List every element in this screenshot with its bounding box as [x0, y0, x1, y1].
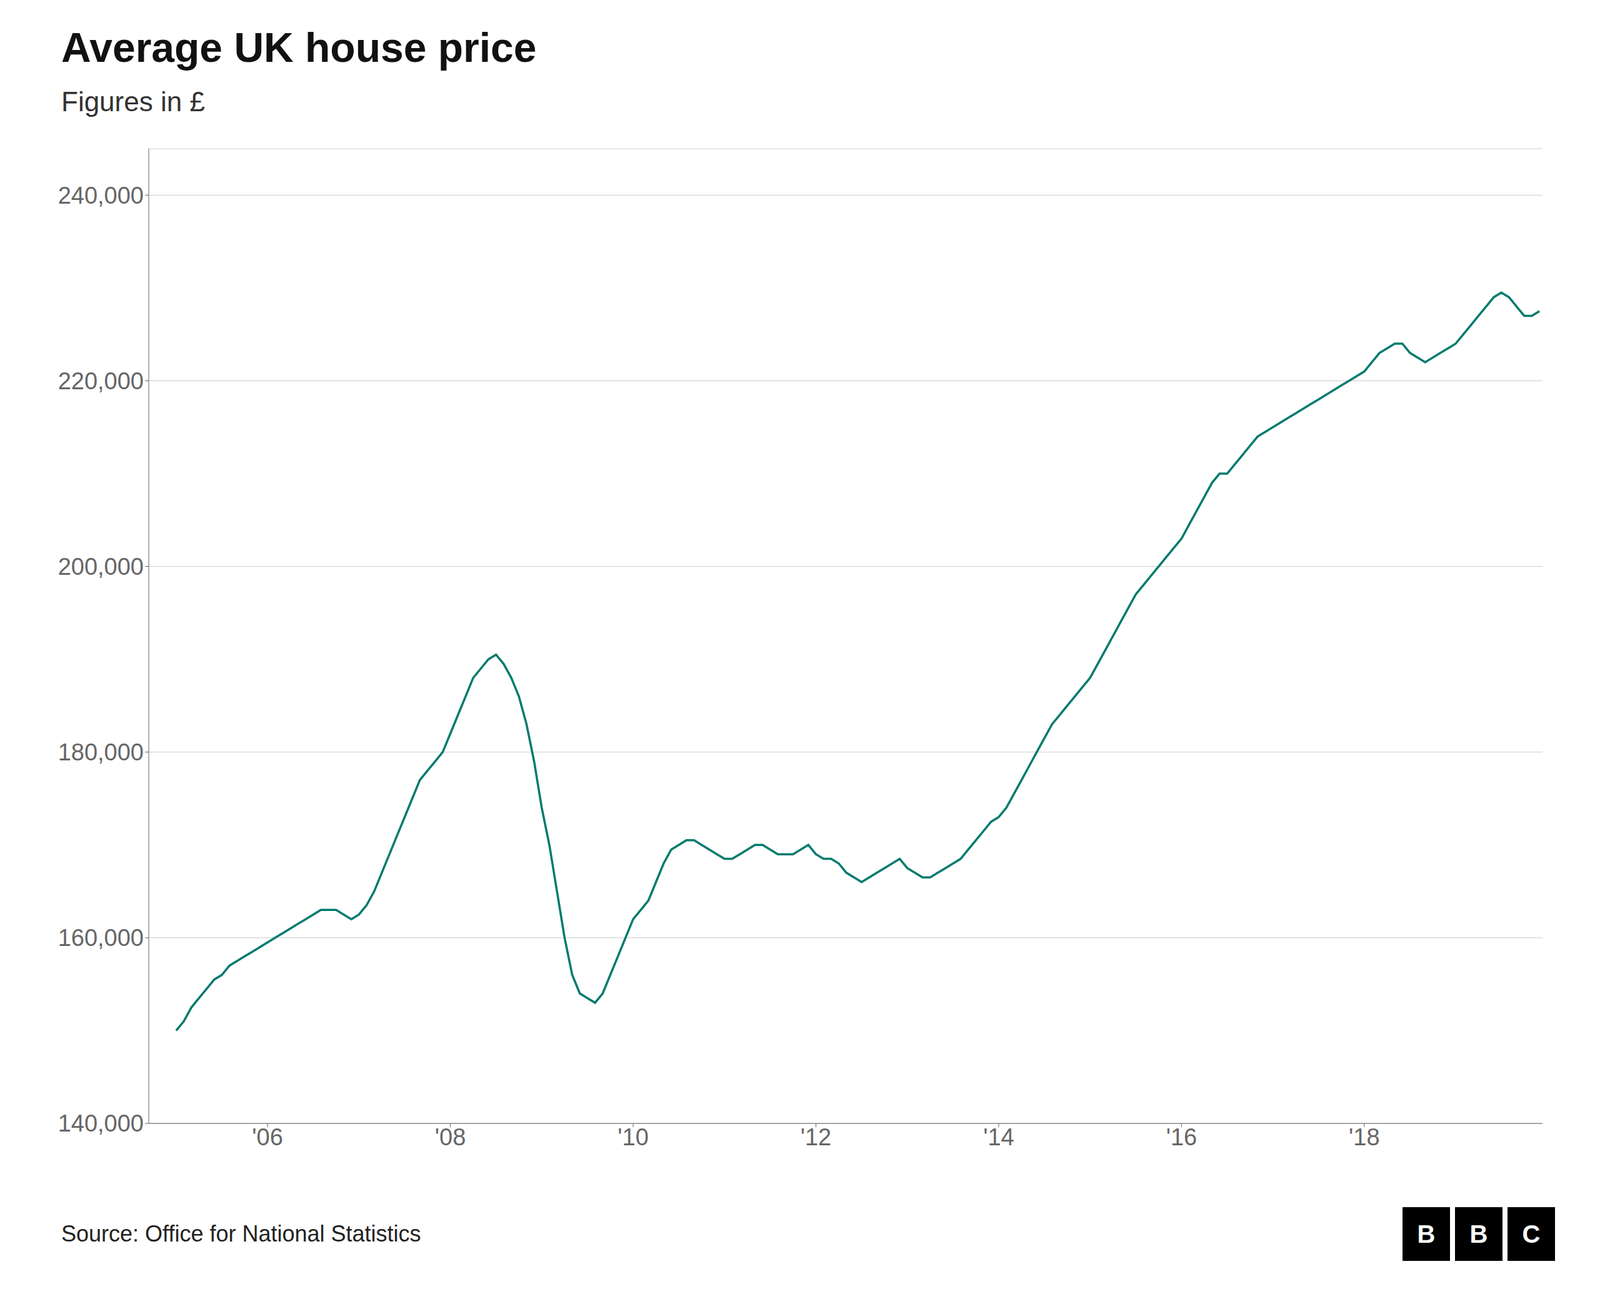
- svg-text:140,000: 140,000: [58, 1110, 144, 1137]
- html-text:B: B: [1469, 1220, 1488, 1248]
- svg-text:'06: '06: [251, 1124, 284, 1151]
- svg-text:'12: '12: [800, 1124, 832, 1151]
- html-text:C: C: [1522, 1220, 1541, 1248]
- svg-text:200,000: 200,000: [58, 553, 144, 580]
- svg-text:'18: '18: [1348, 1124, 1380, 1151]
- svg-text:'08: '08: [435, 1124, 467, 1151]
- svg-text:180,000: 180,000: [58, 739, 144, 766]
- svg-text:220,000: 220,000: [58, 368, 144, 395]
- svg-text:'10: '10: [617, 1124, 649, 1151]
- svg-text:240,000: 240,000: [58, 182, 144, 209]
- html-text:Source: Office for National St: Source: Office for National Statistics: [61, 1221, 421, 1247]
- svg-text:'14: '14: [983, 1124, 1015, 1151]
- html-text:B: B: [1417, 1220, 1436, 1248]
- svg-text:160,000: 160,000: [58, 925, 144, 952]
- svg-text:'16: '16: [1166, 1124, 1198, 1151]
- html-text:Figures in £: Figures in £: [61, 86, 205, 117]
- html-text:Average UK house price: Average UK house price: [61, 24, 537, 71]
